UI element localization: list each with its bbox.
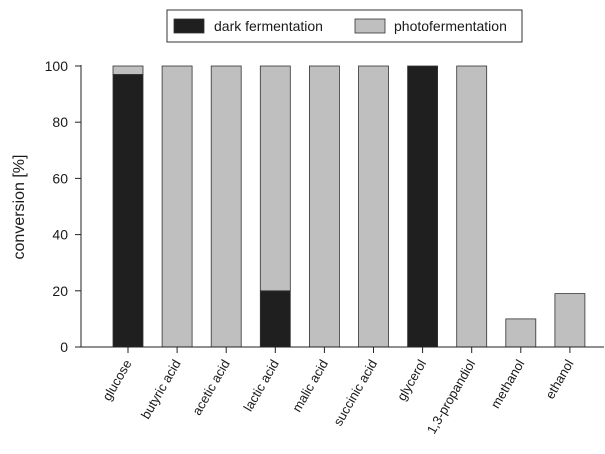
bar-photofermentation-0 bbox=[112, 65, 144, 75]
x-tick-label: 1,3-propandiol bbox=[424, 357, 479, 437]
x-tick-label: methanol bbox=[488, 357, 528, 411]
x-tick-label: lactic acid bbox=[240, 357, 282, 414]
y-tick-label: 100 bbox=[45, 58, 69, 74]
y-tick-label: 20 bbox=[52, 283, 68, 299]
bars-group bbox=[112, 65, 586, 348]
bar-photofermentation-3 bbox=[259, 65, 291, 292]
x-tick-label: butyric acid bbox=[138, 357, 184, 421]
x-tick-label: acetic acid bbox=[189, 357, 233, 418]
bar-photofermentation-2 bbox=[210, 65, 242, 348]
bar-dark-fermentation-3 bbox=[259, 290, 291, 348]
y-tick-label: 80 bbox=[52, 114, 68, 130]
legend-label-dark-fermentation: dark fermentation bbox=[214, 18, 323, 34]
legend-label-photofermentation: photofermentation bbox=[394, 18, 507, 34]
legend: dark fermentation photofermentation bbox=[166, 9, 523, 43]
x-axis: glucose butyric acid acetic acid lactic aci… bbox=[81, 346, 604, 437]
x-tick-label: malic acid bbox=[289, 357, 331, 415]
legend-box bbox=[166, 9, 523, 43]
y-axis-label: conversion [%] bbox=[11, 155, 28, 260]
bar-dark-fermentation-0 bbox=[112, 74, 144, 348]
legend-swatch-photofermentation bbox=[354, 18, 386, 34]
legend-swatch-dark-fermentation bbox=[173, 18, 205, 34]
y-axis: 0 20 40 60 80 100 bbox=[45, 58, 82, 355]
bar-photofermentation-9 bbox=[554, 293, 586, 348]
bar-photofermentation-4 bbox=[308, 65, 340, 348]
bar-photofermentation-1 bbox=[161, 65, 193, 348]
y-tick-label: 0 bbox=[60, 339, 68, 355]
bar-dark-fermentation-6 bbox=[407, 65, 439, 348]
bar-photofermentation-5 bbox=[358, 65, 389, 348]
bar-photofermentation-7 bbox=[456, 65, 488, 348]
x-tick-label: glucose bbox=[99, 357, 134, 403]
x-tick-label: succinic acid bbox=[330, 357, 380, 428]
x-tick-label: glycerol bbox=[394, 357, 429, 403]
y-tick-label: 40 bbox=[52, 227, 68, 243]
bar-photofermentation-8 bbox=[505, 318, 537, 348]
x-tick-label: ethanol bbox=[542, 357, 576, 402]
y-tick-label: 60 bbox=[52, 170, 68, 186]
